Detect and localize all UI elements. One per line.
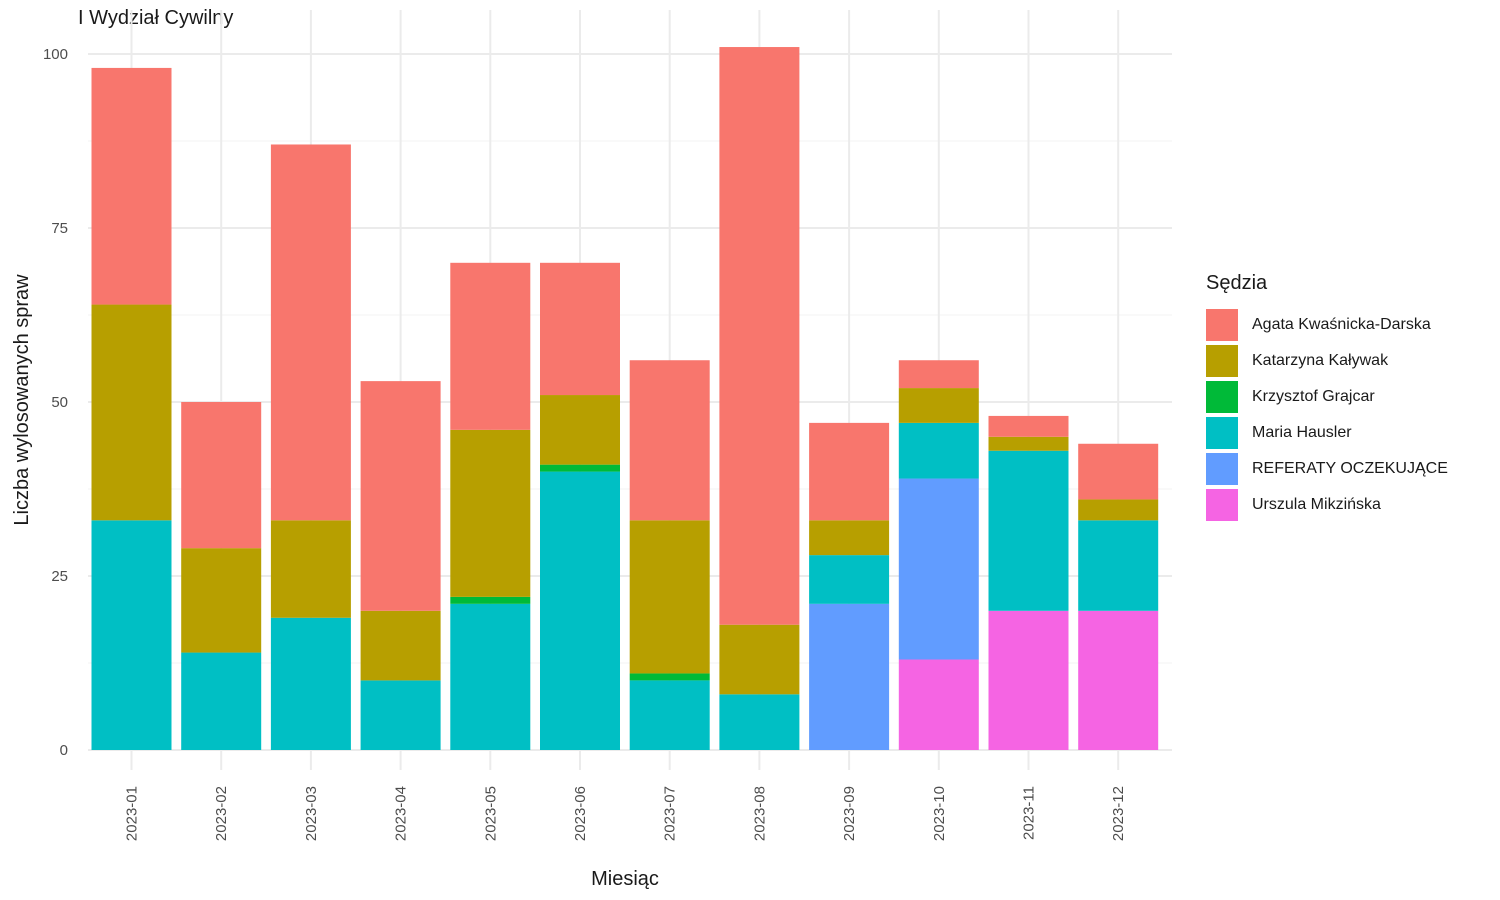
bar-segment	[898, 422, 979, 479]
bar-segment	[1078, 443, 1159, 500]
legend-item: Maria Hausler	[1206, 415, 1448, 451]
bar-segment	[629, 680, 710, 750]
bar-segment	[91, 520, 172, 750]
legend-label: REFERATY OCZEKUJĄCE	[1252, 460, 1448, 477]
bar-segment	[1078, 499, 1159, 521]
bar-segment	[719, 47, 800, 625]
x-tick-label: 2023-01	[124, 786, 141, 841]
legend-label: Maria Hausler	[1252, 424, 1352, 441]
bar-segment	[1078, 610, 1159, 750]
x-tick-label: 2023-07	[662, 786, 679, 841]
bar-segment	[988, 610, 1069, 750]
bar-segment	[540, 464, 620, 472]
x-tick-label: 2023-10	[931, 786, 948, 841]
bar-segment	[809, 520, 890, 556]
bar-segment	[898, 659, 979, 750]
legend-title: Sędzia	[1206, 272, 1268, 294]
bar-segment	[270, 617, 351, 750]
legend-swatch	[1206, 381, 1238, 413]
bar-stacks	[91, 47, 1159, 750]
legend: Sędzia Agata Kwaśnicka-Darska Katarzyna K…	[1206, 272, 1448, 523]
bar-segment	[270, 144, 351, 521]
legend-items: Agata Kwaśnicka-Darska Katarzyna Kaływak K…	[1206, 307, 1448, 523]
bar-segment	[629, 360, 710, 521]
legend-swatch	[1206, 417, 1238, 449]
bar-segment	[809, 555, 890, 604]
bar-segment	[181, 402, 262, 549]
legend-swatch	[1206, 309, 1238, 341]
bar-segment	[719, 624, 800, 695]
bar-segment	[898, 388, 979, 423]
y-tick-label: 50	[51, 394, 68, 411]
x-tick-label: 2023-06	[572, 786, 589, 841]
legend-label: Agata Kwaśnicka-Darska	[1252, 316, 1431, 333]
bar-segment	[181, 548, 262, 653]
x-tick-label: 2023-05	[482, 786, 499, 841]
bar-segment	[540, 395, 620, 465]
bar-segment	[270, 520, 351, 618]
bar-segment	[181, 652, 262, 750]
x-tick-label: 2023-11	[1021, 786, 1038, 840]
bar-segment	[360, 680, 441, 750]
legend-swatch	[1206, 489, 1238, 521]
legend-label: Urszula Mikzińska	[1252, 496, 1381, 513]
bar-segment	[988, 415, 1069, 437]
bar-segment	[719, 694, 800, 750]
bar-segment	[360, 610, 441, 681]
bar-segment	[809, 603, 890, 750]
bar-segment	[450, 429, 531, 597]
x-tick-label: 2023-08	[751, 786, 768, 841]
legend-item: Katarzyna Kaływak	[1206, 343, 1448, 379]
bar-segment	[540, 471, 620, 750]
x-tick-label: 2023-04	[393, 786, 410, 841]
x-axis-title: Miesiąc	[591, 868, 659, 890]
bar-segment	[450, 262, 531, 430]
bar-segment	[1078, 520, 1159, 611]
bar-segment	[898, 478, 979, 660]
bar-segment	[540, 262, 620, 396]
y-tick-label: 75	[51, 220, 68, 237]
y-tick-label: 25	[51, 568, 68, 585]
bar-segment	[91, 67, 172, 305]
bar-segment	[91, 304, 172, 521]
x-tick-label: 2023-12	[1110, 786, 1127, 841]
legend-label: Krzysztof Grajcar	[1252, 388, 1375, 405]
x-tick-label: 2023-02	[213, 786, 230, 841]
bar-segment	[450, 603, 531, 750]
bar-segment	[629, 673, 710, 681]
legend-item: Urszula Mikzińska	[1206, 487, 1448, 523]
bar-segment	[629, 520, 710, 674]
x-axis-ticks: 2023-01 2023-02 2023-03 2023-04 2023-05 2023-…	[124, 786, 1128, 841]
legend-item: REFERATY OCZEKUJĄCE	[1206, 451, 1448, 487]
bar-segment	[809, 422, 890, 521]
bar-segment	[898, 360, 979, 389]
legend-item: Agata Kwaśnicka-Darska	[1206, 307, 1448, 343]
x-tick-label: 2023-03	[303, 786, 320, 841]
y-tick-label: 100	[43, 46, 68, 63]
x-tick-label: 2023-09	[841, 786, 858, 841]
legend-item: Krzysztof Grajcar	[1206, 379, 1448, 415]
bar-segment	[988, 436, 1069, 451]
y-axis-title: Liczba wylosowanych spraw	[11, 274, 33, 526]
y-axis-ticks: 0 25 50 75 100	[43, 46, 68, 759]
bar-segment	[988, 450, 1069, 611]
legend-swatch	[1206, 345, 1238, 377]
legend-label: Katarzyna Kaływak	[1252, 352, 1389, 369]
y-tick-label: 0	[60, 742, 68, 759]
legend-swatch	[1206, 453, 1238, 485]
bar-segment	[450, 596, 531, 604]
chart-title: I Wydział Cywilny	[78, 7, 234, 29]
bar-segment	[360, 381, 441, 611]
